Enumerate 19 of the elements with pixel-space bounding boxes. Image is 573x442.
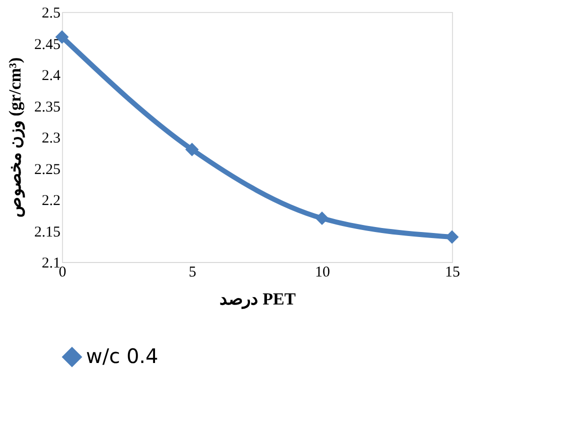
y-tick-label: 2.45 [34, 36, 60, 53]
point [185, 142, 199, 156]
y-tick-label: 2.2 [42, 193, 60, 209]
y-axis-title: وزن مخصوص (gr/cm³) [5, 57, 26, 218]
y-tick-label: 2.15 [34, 224, 60, 240]
y-tick-label: 2.5 [42, 6, 60, 22]
x-tick-label: 0 [58, 264, 66, 280]
point [445, 230, 459, 244]
y-tick-label: 2.35 [34, 99, 60, 116]
y-tick-label: 2.3 [42, 130, 60, 146]
point [315, 212, 329, 225]
x-tick-label: 10 [315, 264, 330, 280]
x-axis-title: درصد PET [219, 290, 296, 310]
y-tick-label: 2.1 [42, 256, 60, 272]
legend-label: w/c 0.4 [86, 344, 158, 368]
y-tick-label: 2.4 [42, 68, 61, 84]
x-tick-label: 5 [188, 264, 196, 280]
y-tick-label: 2.25 [34, 162, 60, 178]
x-tick-label: 15 [445, 264, 460, 280]
